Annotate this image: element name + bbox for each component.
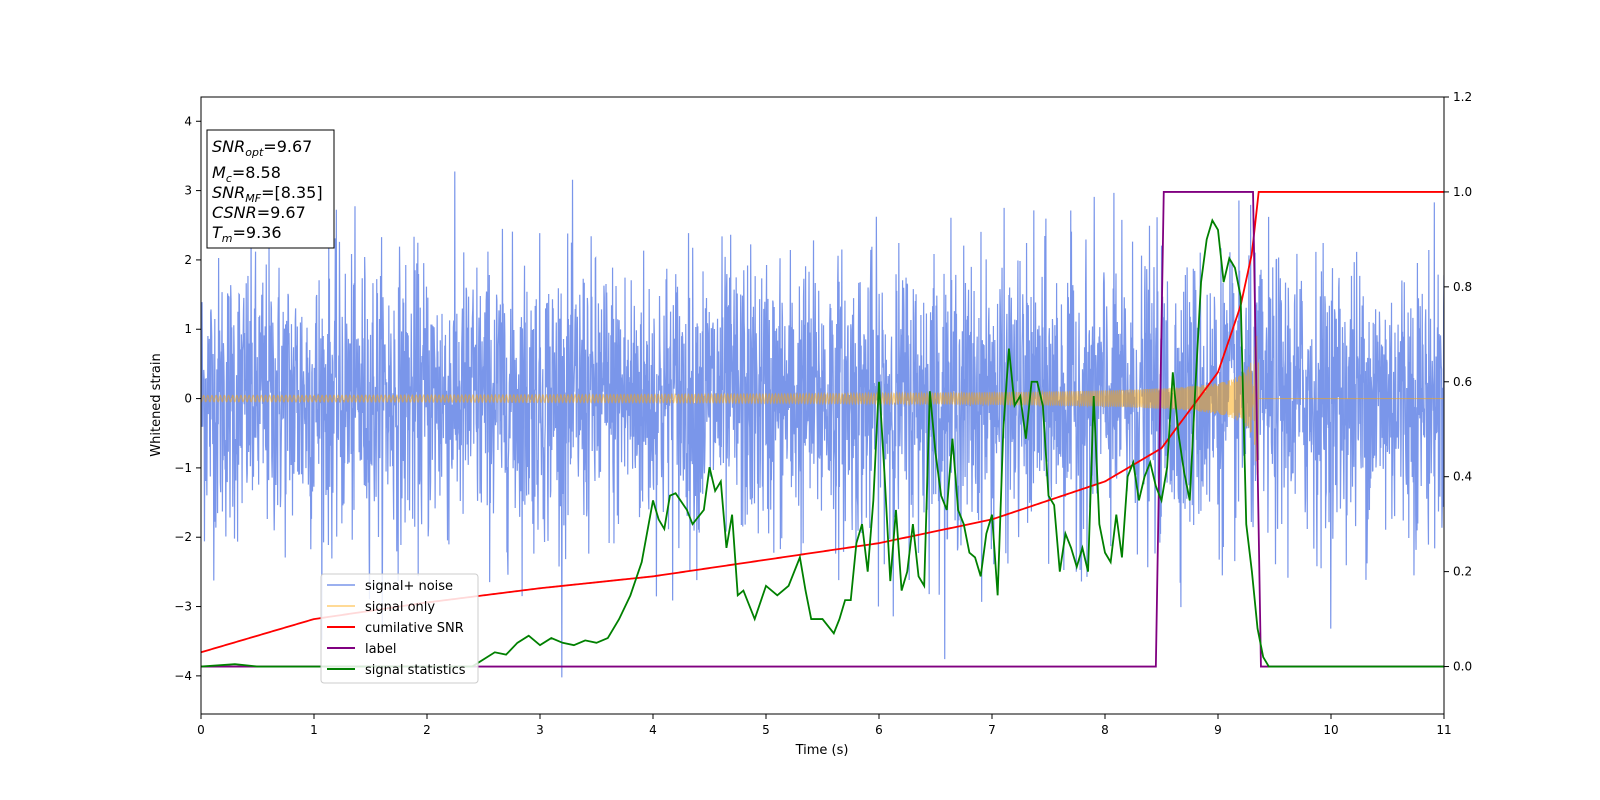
series-signal-statistics: [201, 218, 1444, 668]
annotation-csnr: CSNR=9.67: [212, 203, 306, 222]
legend-label-signal-statistics: signal statistics: [365, 663, 466, 678]
legend: signal+ noise signal only cumilative SNR…: [320, 573, 479, 684]
x-tick-label: 1: [310, 723, 318, 737]
legend-label-signal-only: signal only: [365, 600, 435, 615]
x-tick-label: 9: [1214, 723, 1222, 737]
y-right-tick-label: 0.2: [1453, 565, 1472, 579]
x-tick-label: 2: [423, 723, 431, 737]
signal-statistics-line: [201, 218, 1444, 668]
y-axis-label: Whitened strain: [149, 353, 164, 456]
annotation-mc: Mc=8.58: [212, 163, 281, 185]
series-signal-only: [201, 335, 1444, 475]
y-right-tick-label: 0.6: [1453, 375, 1472, 389]
signal-only-line: [201, 335, 1444, 475]
y-right-tick-label: 0.8: [1453, 280, 1472, 294]
y-right-tick-label: 0.0: [1453, 660, 1472, 674]
x-tick-label: 8: [1101, 723, 1109, 737]
x-tick-label: 5: [762, 723, 770, 737]
legend-label-signal-noise: signal+ noise: [365, 579, 453, 594]
y-left-tick-label: 4: [184, 114, 192, 128]
x-tick-label: 4: [649, 723, 657, 737]
y-axis-left: 4 3 2 1 0 −1 −2 −3 −4: [174, 114, 201, 683]
x-tick-label: 3: [536, 723, 544, 737]
y-left-tick-label: 2: [184, 253, 192, 267]
y-left-tick-label: 3: [184, 184, 192, 198]
y-left-tick-label: −2: [174, 530, 192, 544]
x-axis-label: Time (s): [795, 743, 849, 758]
annotation-frame: [206, 129, 335, 249]
plot-frame: [200, 96, 1445, 715]
y-right-tick-label: 1.2: [1453, 90, 1472, 104]
annotation-box: SNRopt=9.67 Mc=8.58 SNRMF=[8.35] CSNR=9.…: [206, 129, 335, 249]
y-left-tick-label: 1: [184, 322, 192, 336]
y-right-tick-label: 0.4: [1453, 470, 1472, 484]
x-tick-label: 11: [1436, 723, 1451, 737]
legend-label-cumulative-snr: cumilative SNR: [365, 621, 464, 636]
y-right-tick-label: 1.0: [1453, 185, 1472, 199]
y-axis-right: 1.2 1.0 0.8 0.6 0.4 0.2 0.0: [1444, 90, 1472, 674]
y-left-tick-label: −3: [174, 600, 192, 614]
series-signal-noise: [201, 171, 1444, 678]
y-left-tick-label: −1: [174, 461, 192, 475]
y-left-tick-label: −4: [174, 669, 192, 683]
y-left-tick-label: 0: [184, 392, 192, 406]
legend-label-label: label: [365, 642, 396, 657]
x-axis: 0 1 2 3 4 5 6 7 8 9 10 11: [197, 714, 1452, 737]
x-tick-label: 6: [875, 723, 883, 737]
annotation-snr-opt: SNRopt=9.67: [212, 137, 312, 159]
x-tick-label: 0: [197, 723, 205, 737]
x-tick-label: 7: [988, 723, 996, 737]
annotation-snr-mf: SNRMF=[8.35]: [212, 183, 323, 205]
legend-frame: [320, 573, 479, 684]
x-tick-label: 10: [1323, 723, 1338, 737]
annotation-tm: Tm=9.36: [212, 223, 282, 245]
signal-noise-line: [201, 171, 1444, 678]
